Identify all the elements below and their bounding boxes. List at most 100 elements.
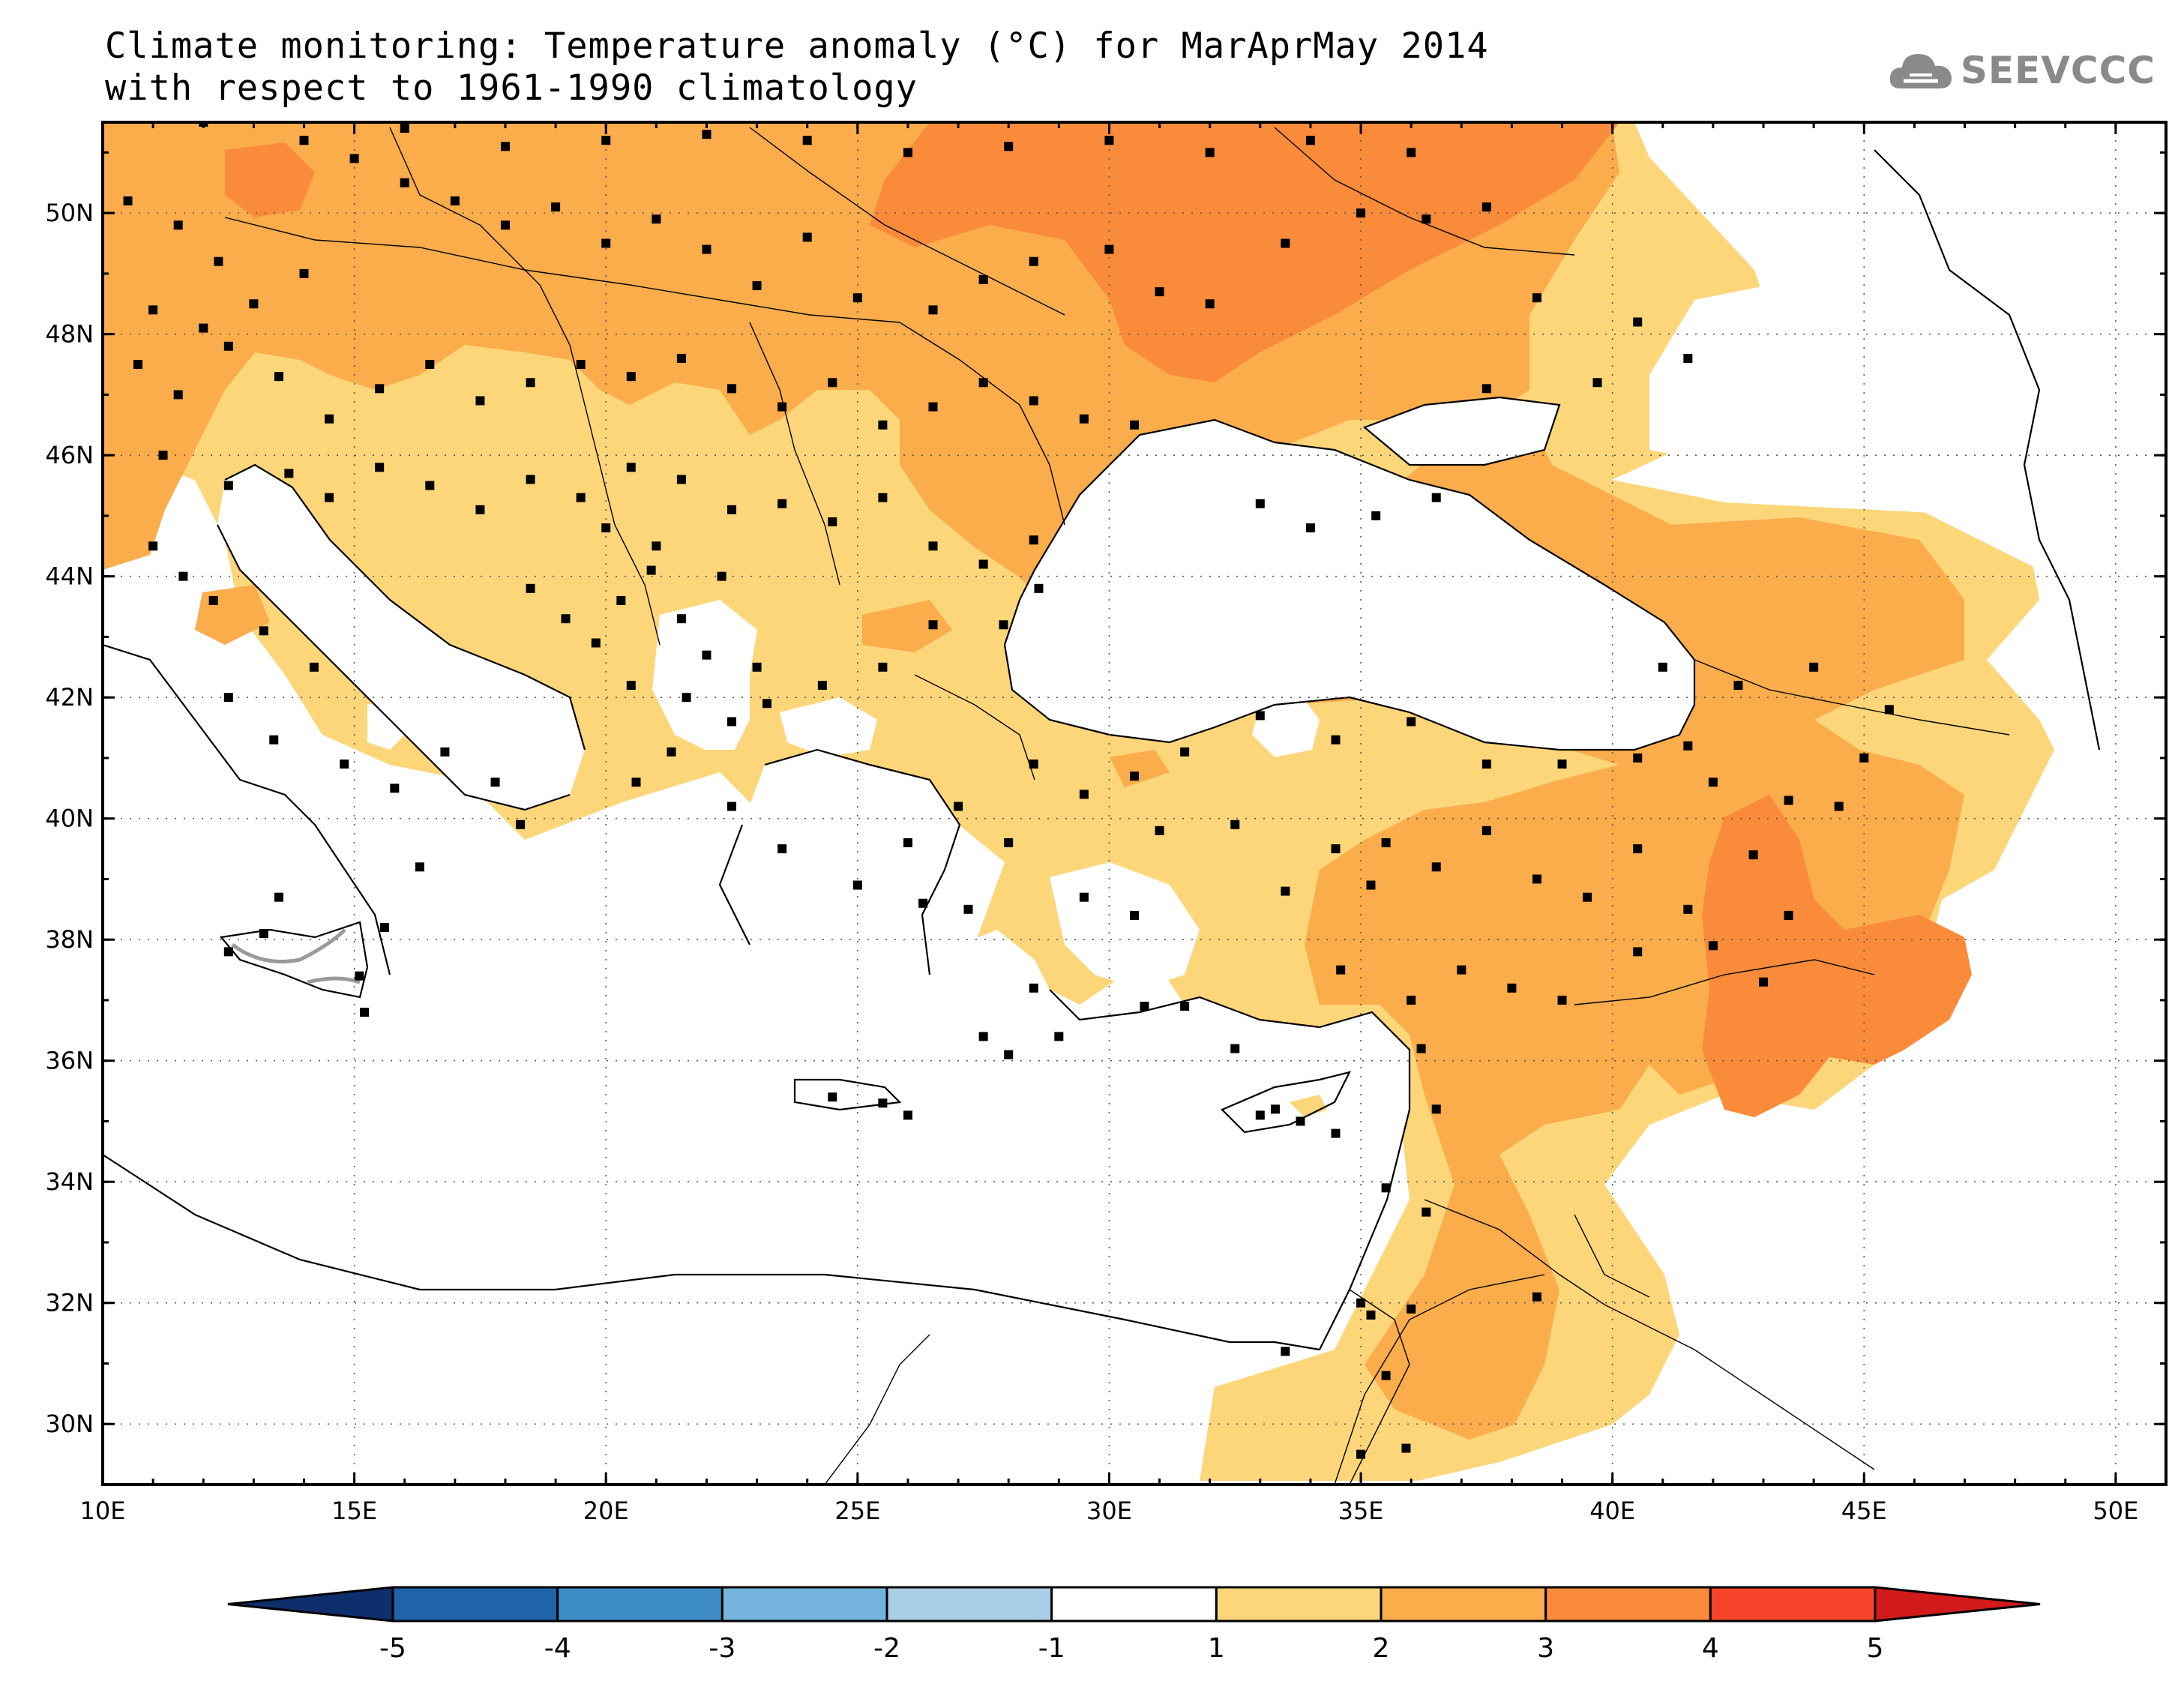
- station-marker: [978, 378, 988, 388]
- station-marker: [1054, 1032, 1064, 1041]
- cyprus-land: [1222, 1072, 1350, 1132]
- station-marker: [702, 130, 712, 139]
- black-sea: [1005, 420, 1694, 750]
- graticule: [103, 122, 2166, 1485]
- station-marker: [1255, 711, 1265, 721]
- y-tick-label: 36N: [45, 1047, 94, 1075]
- station-marker: [490, 778, 500, 787]
- colorbar-segment: [1380, 1586, 1547, 1623]
- x-tick-label: 20E: [583, 1497, 629, 1525]
- station-marker: [903, 838, 912, 847]
- colorbar-extend-high: [1874, 1586, 2041, 1623]
- station-marker: [274, 892, 283, 902]
- station-marker: [1281, 1347, 1290, 1356]
- colorbar-tick-label: 2: [1373, 1633, 1390, 1664]
- station-marker: [299, 136, 309, 145]
- station-marker: [1004, 142, 1014, 151]
- station-marker: [978, 559, 988, 569]
- cyprus-anomaly: [1290, 1095, 1327, 1117]
- coastlines: [103, 149, 2101, 1351]
- station-marker: [1431, 862, 1441, 872]
- station-marker: [1336, 965, 1346, 975]
- station-marker: [1029, 983, 1038, 993]
- x-tick-label: 40E: [1589, 1497, 1635, 1525]
- station-marker: [667, 747, 676, 757]
- station-marker: [1029, 396, 1038, 406]
- station-marker: [978, 1032, 988, 1041]
- station-marker: [817, 681, 827, 691]
- station-marker: [284, 469, 294, 478]
- station-marker: [1205, 299, 1215, 309]
- station-marker: [1683, 353, 1693, 363]
- y-tick-label: 48N: [45, 320, 94, 349]
- station-marker: [878, 662, 888, 672]
- station-marker: [802, 136, 812, 145]
- x-tick-label: 50E: [2093, 1497, 2138, 1525]
- station-marker: [148, 305, 158, 315]
- title-block: Climate monitoring: Temperature anomaly …: [105, 25, 1489, 109]
- station-marker: [1834, 802, 1844, 811]
- station-marker: [626, 372, 636, 382]
- station-marker: [752, 281, 762, 291]
- colorbar-segment: [1709, 1586, 1877, 1623]
- station-marker: [1255, 499, 1265, 508]
- station-marker: [1104, 136, 1114, 145]
- colorbar-labels: -5 -4 -3 -2 -1 1 2 3 4 5: [379, 1633, 1883, 1664]
- anomaly-2-3-patch-a: [862, 600, 952, 652]
- station-marker: [1296, 1116, 1305, 1126]
- station-marker: [828, 517, 837, 526]
- station-marker: [360, 1008, 370, 1017]
- station-marker: [676, 614, 686, 624]
- title-line-2: with respect to 1961-1990 climatology: [105, 67, 918, 109]
- country-borders: [224, 127, 2010, 1485]
- station-marker: [1180, 747, 1190, 757]
- sicily-rivers: [231, 928, 361, 984]
- station-marker: [440, 747, 450, 757]
- station-marker: [963, 904, 973, 914]
- station-marker: [616, 595, 626, 605]
- station-marker: [1481, 760, 1491, 769]
- station-marker: [516, 820, 526, 829]
- station-marker: [727, 717, 737, 727]
- station-marker: [1029, 535, 1038, 545]
- y-tick-label: 42N: [45, 683, 94, 712]
- station-marker: [1884, 705, 1894, 715]
- station-marker: [1532, 874, 1541, 884]
- station-marker: [1407, 995, 1416, 1005]
- colorbar-tick-label: -4: [544, 1633, 571, 1664]
- station-marker: [1422, 1207, 1431, 1217]
- arabia-mask: [1574, 1065, 2166, 1485]
- mediterranean-sea: [103, 810, 1410, 1350]
- station-marker: [1633, 753, 1643, 763]
- station-marker: [1281, 886, 1290, 896]
- station-marker: [1130, 420, 1139, 430]
- station-marker: [978, 274, 988, 284]
- station-marker: [561, 614, 571, 624]
- station-marker: [1431, 1104, 1441, 1114]
- station-marker: [375, 384, 385, 394]
- station-marker: [400, 178, 409, 187]
- station-marker: [1583, 892, 1592, 902]
- station-marker: [1809, 662, 1819, 672]
- station-marker: [1356, 1298, 1366, 1308]
- station-marker: [309, 662, 319, 672]
- station-marker: [1457, 965, 1466, 975]
- station-marker: [1140, 1002, 1149, 1011]
- station-marker: [1331, 844, 1341, 854]
- station-marker: [702, 244, 712, 254]
- y-tick-label: 50N: [45, 199, 94, 227]
- station-marker: [727, 384, 737, 394]
- station-marker: [1331, 735, 1341, 745]
- north-africa-mask: [103, 1155, 1230, 1485]
- station-marker: [223, 341, 233, 351]
- station-marker: [652, 214, 661, 224]
- station-marker: [1180, 1002, 1190, 1011]
- station-marker: [1481, 826, 1491, 835]
- colorbar-segment: [1215, 1586, 1383, 1623]
- station-marker: [500, 220, 510, 230]
- colorbar-segment: [721, 1586, 888, 1623]
- station-marker: [1270, 1104, 1280, 1114]
- station-marker: [601, 238, 611, 248]
- anomaly-1-2-region: [103, 122, 2054, 1481]
